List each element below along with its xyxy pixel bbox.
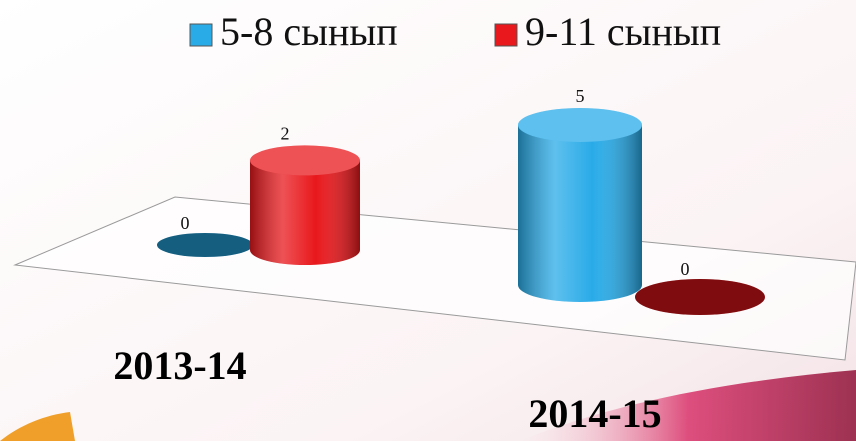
data-label: 0 bbox=[681, 259, 690, 279]
data-label: 0 bbox=[181, 213, 190, 233]
bar-shade bbox=[250, 160, 360, 265]
legend-label: 9-11 сынып bbox=[525, 9, 721, 54]
bar bbox=[157, 233, 253, 257]
bar-top-light bbox=[518, 108, 642, 142]
category-label: 2014-15 bbox=[528, 391, 661, 436]
data-label: 2 bbox=[281, 124, 290, 144]
bar bbox=[635, 279, 765, 315]
page: 5-8 сынып9-11 сынып 02502013-142014-15 (… bbox=[0, 0, 856, 441]
bar-base-dark bbox=[157, 233, 253, 257]
legend-swatch bbox=[190, 24, 212, 46]
legend-label: 5-8 сынып bbox=[220, 9, 398, 54]
bar-shade bbox=[518, 125, 642, 302]
chart: 5-8 сынып 9-11 сынып 0 2 5 0 2013-14 2014-15 bbox=[0, 0, 856, 441]
legend-swatch bbox=[495, 24, 517, 46]
bar-base-dark bbox=[635, 279, 765, 315]
bar bbox=[518, 108, 642, 302]
data-label: 5 bbox=[576, 86, 585, 106]
bar-top-light bbox=[250, 145, 360, 175]
bar bbox=[250, 145, 360, 265]
category-label: 2013-14 bbox=[113, 343, 246, 388]
